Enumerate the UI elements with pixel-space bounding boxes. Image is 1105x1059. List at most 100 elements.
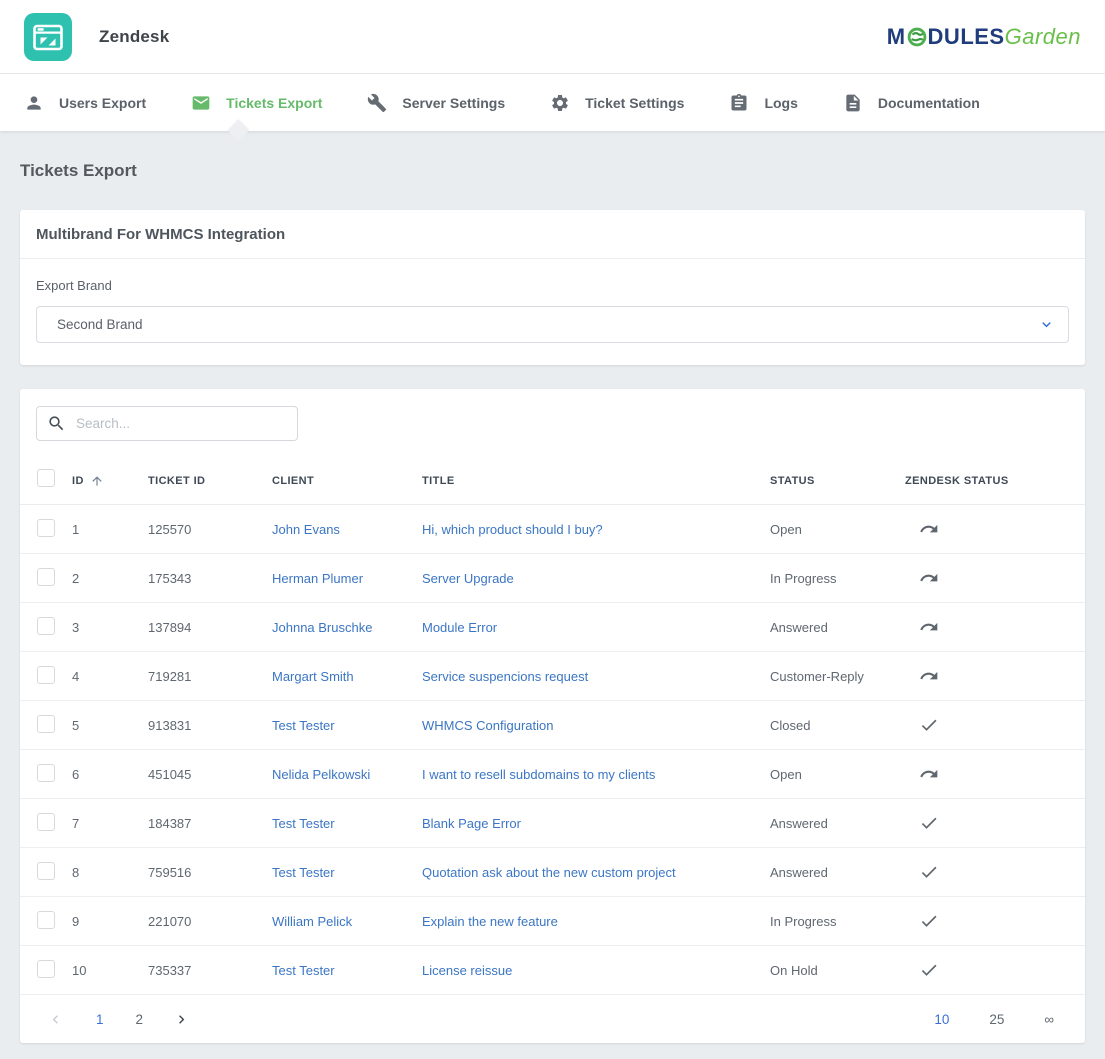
per-page-option-10[interactable]: 10	[934, 1011, 950, 1027]
table-row: 3 137894 Johnna Bruschke Module Error An…	[20, 603, 1085, 652]
column-header-title[interactable]: TITLE	[422, 474, 455, 487]
document-icon	[843, 93, 863, 113]
search-icon	[49, 416, 64, 431]
mail-icon	[191, 93, 211, 113]
nav-item-users-export[interactable]: Users Export	[24, 93, 146, 113]
nav-item-tickets-export[interactable]: Tickets Export	[191, 93, 322, 113]
row-checkbox[interactable]	[37, 518, 55, 537]
table-header-row: ID TICKET ID CLIENT TITLE STATUS ZENDESK…	[20, 457, 1085, 505]
modulesgarden-logo: M DULES Garden	[887, 24, 1081, 50]
ticket-title-link[interactable]: Quotation ask about the new custom proje…	[422, 864, 676, 880]
cell-ticket-id: 175343	[148, 570, 192, 586]
client-link[interactable]: Test Tester	[272, 864, 335, 880]
previous-page-icon[interactable]	[47, 1011, 64, 1028]
ticket-title-link[interactable]: License reissue	[422, 962, 513, 978]
search-input[interactable]	[76, 416, 287, 431]
column-header-ticket-id[interactable]: TICKET ID	[148, 474, 206, 487]
row-checkbox[interactable]	[37, 959, 55, 978]
row-checkbox[interactable]	[37, 861, 55, 880]
client-link[interactable]: John Evans	[272, 521, 340, 537]
globe-icon	[907, 27, 927, 47]
client-link[interactable]: Test Tester	[272, 962, 335, 978]
export-brand-label: Export Brand	[36, 278, 112, 293]
logo-text-m: M	[886, 23, 906, 49]
cell-id: 7	[72, 815, 80, 831]
zendesk-logo-icon	[24, 12, 72, 61]
gear-icon	[550, 93, 570, 113]
select-all-checkbox[interactable]	[37, 469, 55, 487]
ticket-title-link[interactable]: Blank Page Error	[422, 815, 521, 831]
table-row: 9 221070 William Pelick Explain the new …	[20, 897, 1085, 946]
client-link[interactable]: Johnna Bruschke	[272, 619, 373, 635]
client-link[interactable]: Test Tester	[272, 717, 335, 733]
ticket-title-link[interactable]: Service suspencions request	[422, 668, 589, 684]
cell-status: Open	[770, 766, 802, 782]
client-link[interactable]: William Pelick	[272, 913, 353, 929]
column-header-zendesk-status[interactable]: ZENDESK STATUS	[905, 474, 1009, 487]
nav-item-ticket-settings[interactable]: Ticket Settings	[550, 93, 684, 113]
row-checkbox[interactable]	[37, 567, 55, 586]
table-body: 1 125570 John Evans Hi, which product sh…	[20, 505, 1085, 995]
nav-item-documentation[interactable]: Documentation	[843, 93, 980, 113]
page-title: Tickets Export	[20, 161, 137, 180]
check-icon	[905, 813, 1085, 833]
cell-status: Answered	[770, 864, 828, 880]
row-checkbox[interactable]	[37, 763, 55, 782]
row-checkbox[interactable]	[37, 812, 55, 831]
table-row: 5 913831 Test Tester WHMCS Configuration…	[20, 701, 1085, 750]
check-icon	[905, 715, 1085, 735]
search-box[interactable]	[36, 406, 298, 441]
ticket-title-link[interactable]: Server Upgrade	[422, 570, 514, 586]
pagination-bar: 1 2 10 25 ∞	[20, 995, 1085, 1043]
ticket-title-link[interactable]: I want to resell subdomains to my client…	[422, 766, 656, 782]
cell-ticket-id: 451045	[148, 766, 192, 782]
next-page-icon[interactable]	[173, 1011, 190, 1028]
nav-tabs: Users Export Tickets Export Server Setti…	[0, 74, 1105, 142]
app-header: Zendesk M DULES Garden	[0, 0, 1105, 74]
redo-icon	[905, 764, 1085, 784]
client-link[interactable]: Nelida Pelkowski	[272, 766, 371, 782]
redo-icon	[905, 519, 1085, 539]
table-row: 4 719281 Margart Smith Service suspencio…	[20, 652, 1085, 701]
per-page-option-25[interactable]: 25	[989, 1011, 1005, 1027]
export-brand-select[interactable]: Second Brand	[36, 306, 1069, 343]
ticket-title-link[interactable]: Module Error	[422, 619, 498, 635]
ticket-title-link[interactable]: Hi, which product should I buy?	[422, 521, 603, 537]
app-title: Zendesk	[99, 26, 170, 46]
cell-status: In Progress	[770, 570, 837, 586]
cell-status: Open	[770, 521, 802, 537]
table-row: 6 451045 Nelida Pelkowski I want to rese…	[20, 750, 1085, 799]
page-button-1[interactable]: 1	[96, 1011, 104, 1027]
nav-item-server-settings[interactable]: Server Settings	[367, 93, 505, 113]
ticket-title-link[interactable]: Explain the new feature	[422, 913, 558, 929]
cell-ticket-id: 137894	[148, 619, 192, 635]
per-page-option-∞[interactable]: ∞	[1044, 1011, 1054, 1027]
multibrand-card: Multibrand For WHMCS Integration Export …	[20, 210, 1085, 365]
column-header-id[interactable]: ID	[72, 474, 148, 488]
cell-ticket-id: 125570	[148, 521, 192, 537]
table-row: 8 759516 Test Tester Quotation ask about…	[20, 848, 1085, 897]
row-checkbox[interactable]	[37, 665, 55, 684]
cell-ticket-id: 913831	[148, 717, 192, 733]
ticket-title-link[interactable]: WHMCS Configuration	[422, 717, 554, 733]
row-checkbox[interactable]	[37, 910, 55, 929]
client-link[interactable]: Margart Smith	[272, 668, 354, 684]
column-header-client[interactable]: CLIENT	[272, 474, 315, 487]
chevron-down-icon	[1038, 316, 1055, 333]
multibrand-card-title: Multibrand For WHMCS Integration	[20, 210, 1085, 259]
cell-ticket-id: 221070	[148, 913, 192, 929]
cell-id: 8	[72, 864, 80, 880]
redo-icon	[905, 666, 1085, 686]
row-checkbox[interactable]	[37, 714, 55, 733]
check-icon	[905, 960, 1085, 980]
row-checkbox[interactable]	[37, 616, 55, 635]
client-link[interactable]: Test Tester	[272, 815, 335, 831]
page-button-2[interactable]: 2	[135, 1011, 144, 1027]
tickets-table-card: ID TICKET ID CLIENT TITLE STATUS ZENDESK…	[20, 389, 1085, 1043]
nav-item-logs[interactable]: Logs	[729, 93, 798, 113]
column-header-status[interactable]: STATUS	[770, 474, 815, 487]
client-link[interactable]: Herman Plumer	[272, 570, 364, 586]
redo-icon	[905, 617, 1085, 637]
cell-ticket-id: 735337	[148, 962, 192, 978]
check-icon	[905, 862, 1085, 882]
